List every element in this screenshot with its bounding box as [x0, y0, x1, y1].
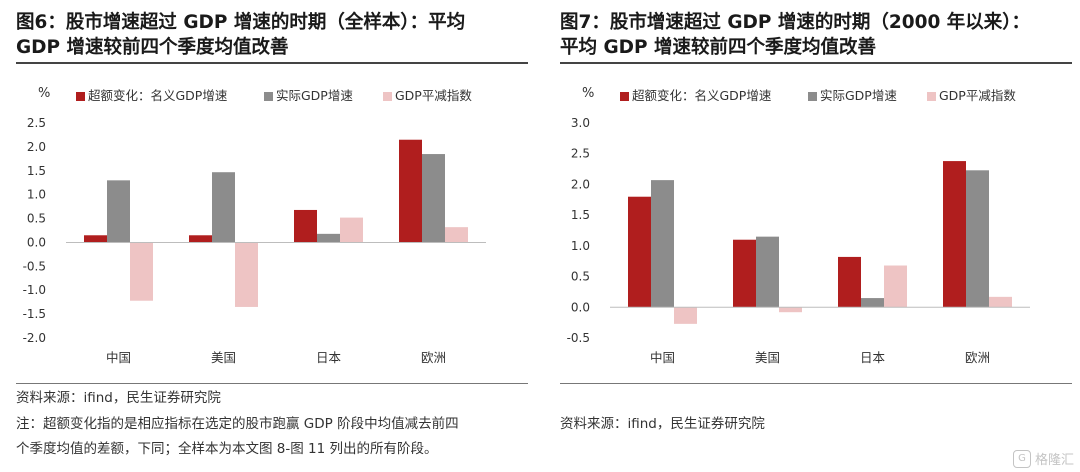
legend-label-2: GDP平减指数 — [939, 88, 1016, 103]
figure-7-panel: 图7：股市增速超过 GDP 增速的时期（2000 年以来）： 平均 GDP 增速… — [560, 0, 1080, 472]
figure-7-title-rule — [560, 62, 1072, 64]
figure-6-footer-rule — [16, 383, 528, 384]
figure-7-title-line1: 图7：股市增速超过 GDP 增速的时期（2000 年以来）： — [560, 12, 1031, 33]
bar-chart-svg: % 超额变化：名义GDP增速 实际GDP增速 GDP平减指数 -2.0 -1.5 -1.0 -… — [23, 86, 486, 365]
bar-2-0 — [294, 209, 317, 243]
bar-2-2 — [884, 265, 907, 308]
legend-label-0: 超额变化：名义GDP增速 — [632, 88, 772, 103]
y-tick-label: 1.0 — [571, 239, 590, 253]
x-tick-label: 中国 — [650, 350, 675, 365]
legend-swatch-2 — [383, 92, 392, 101]
legend-label-1: 实际GDP增速 — [820, 88, 897, 103]
legend-swatch-1 — [808, 92, 817, 101]
y-tick-label: 3.0 — [571, 116, 590, 130]
x-tick-label: 欧洲 — [965, 350, 990, 365]
bar-3-0 — [943, 161, 966, 308]
bar-3-0 — [399, 139, 422, 243]
watermark-logo-icon: G — [1012, 449, 1031, 468]
y-tick-label: 2.5 — [27, 116, 46, 130]
figure-6-note-line2: 个季度均值的差额，下同；全样本为本文图 8-图 11 列出的所有阶段。 — [16, 441, 438, 457]
x-tick-label: 美国 — [211, 350, 236, 365]
x-tick-label: 美国 — [755, 350, 780, 365]
bar-1-0 — [733, 239, 756, 308]
y-tick-label: 2.0 — [27, 140, 46, 154]
figure-7-title: 图7：股市增速超过 GDP 增速的时期（2000 年以来）： 平均 GDP 增速… — [560, 0, 1080, 60]
figure-7-chart: % 超额变化：名义GDP增速 实际GDP增速 GDP平减指数 -0.5 0.0 0.5 1.0… — [560, 70, 1072, 374]
legend-label-1: 实际GDP增速 — [276, 88, 353, 103]
bar-3-1 — [422, 154, 445, 243]
figure-6-panel: 图6：股市增速超过 GDP 增速的时期（全样本）：平均 GDP 增速较前四个季度… — [16, 0, 536, 472]
bar-1-0 — [189, 235, 212, 243]
bar-0-0 — [628, 196, 651, 308]
bar-0-0 — [84, 235, 107, 243]
legend-label-2: GDP平减指数 — [395, 88, 472, 103]
figure-7-source: 资料来源：ifind，民生证券研究院 — [560, 416, 765, 432]
bar-1-2 — [235, 242, 258, 307]
y-tick-label: 1.5 — [571, 208, 590, 222]
y-tick-label: 1.0 — [27, 188, 46, 202]
y-tick-label: -0.5 — [567, 331, 590, 345]
figure-6-chart: % 超额变化：名义GDP增速 实际GDP增速 GDP平减指数 -2.0 -1.5 -1.0 -… — [16, 70, 528, 374]
x-tick-label: 欧洲 — [421, 350, 446, 365]
bar-0-1 — [107, 180, 130, 243]
bar-0-2 — [130, 242, 153, 301]
watermark: G 格隆汇 — [1012, 449, 1074, 468]
figure-6-title: 图6：股市增速超过 GDP 增速的时期（全样本）：平均 GDP 增速较前四个季度… — [16, 0, 536, 60]
bar-2-1 — [317, 233, 340, 243]
x-tick-label: 日本 — [860, 350, 886, 365]
figure-7-footer-rule — [560, 383, 1072, 384]
y-tick-label: -1.5 — [23, 307, 46, 321]
y-tick-label: 0.5 — [571, 270, 590, 284]
y-tick-label: 2.5 — [571, 147, 590, 161]
bar-1-2 — [779, 307, 802, 313]
y-tick-label: 2.0 — [571, 177, 590, 191]
bar-0-1 — [651, 180, 674, 308]
watermark-text: 格隆汇 — [1034, 453, 1074, 468]
y-tick-label: 0.5 — [27, 212, 46, 226]
y-tick-label: 0.0 — [27, 235, 46, 249]
y-unit-label: % — [582, 86, 594, 101]
y-tick-label: -0.5 — [23, 259, 46, 273]
bar-3-2 — [445, 227, 468, 243]
figure-6-source: 资料来源：ifind，民生证券研究院 — [16, 390, 221, 406]
legend-swatch-0 — [620, 92, 629, 101]
y-tick-label: 1.5 — [27, 164, 46, 178]
legend-label-0: 超额变化：名义GDP增速 — [88, 88, 228, 103]
x-tick-label: 日本 — [316, 350, 342, 365]
bar-1-1 — [212, 172, 235, 243]
y-tick-label: -1.0 — [23, 283, 46, 297]
y-tick-label: -2.0 — [23, 331, 46, 345]
x-tick-label: 中国 — [106, 350, 131, 365]
bar-chart-svg: % 超额变化：名义GDP增速 实际GDP增速 GDP平减指数 -0.5 0.0 0.5 1.0… — [567, 86, 1030, 365]
figure-6-title-rule — [16, 62, 528, 64]
bar-2-2 — [340, 217, 363, 243]
figure-6-title-line1: 图6：股市增速超过 GDP 增速的时期（全样本）：平均 — [16, 12, 466, 33]
figure-6-title-line2: GDP 增速较前四个季度均值改善 — [16, 37, 289, 58]
legend-swatch-1 — [264, 92, 273, 101]
bar-1-1 — [756, 236, 779, 308]
bar-3-1 — [966, 170, 989, 308]
bar-3-2 — [989, 296, 1012, 308]
figure-6-note-line1: 注：超额变化指的是相应指标在选定的股市跑赢 GDP 阶段中均值减去前四 — [16, 416, 459, 432]
bar-0-2 — [674, 307, 697, 324]
bar-2-0 — [838, 256, 861, 308]
figure-7-title-line2: 平均 GDP 增速较前四个季度均值改善 — [560, 37, 876, 58]
y-unit-label: % — [38, 86, 50, 101]
bar-2-1 — [861, 298, 884, 308]
legend-swatch-2 — [927, 92, 936, 101]
legend-swatch-0 — [76, 92, 85, 101]
y-tick-label: 0.0 — [571, 300, 590, 314]
